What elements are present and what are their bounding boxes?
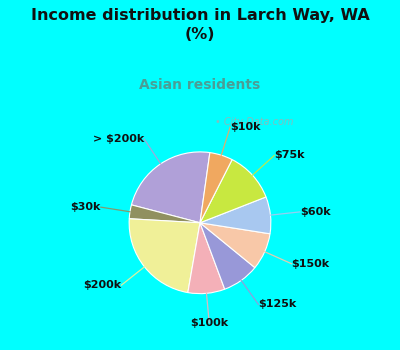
Text: $125k: $125k (258, 299, 297, 309)
Text: $200k: $200k (83, 280, 121, 290)
Text: $30k: $30k (70, 202, 101, 212)
Wedge shape (200, 160, 266, 223)
Text: Asian residents: Asian residents (139, 78, 261, 92)
Text: $150k: $150k (292, 259, 330, 269)
Wedge shape (200, 223, 270, 268)
Text: • City-Data.com: • City-Data.com (215, 117, 294, 127)
Text: Income distribution in Larch Way, WA
(%): Income distribution in Larch Way, WA (%) (31, 8, 369, 42)
Wedge shape (132, 152, 210, 223)
Text: $10k: $10k (230, 122, 261, 132)
Text: $100k: $100k (190, 318, 228, 328)
Wedge shape (129, 219, 200, 293)
Text: $75k: $75k (274, 150, 305, 160)
Wedge shape (200, 223, 255, 289)
Wedge shape (129, 205, 200, 223)
Text: $60k: $60k (300, 207, 330, 217)
Wedge shape (188, 223, 225, 294)
Wedge shape (200, 197, 271, 234)
Text: > $200k: > $200k (93, 134, 144, 144)
Wedge shape (200, 153, 232, 223)
